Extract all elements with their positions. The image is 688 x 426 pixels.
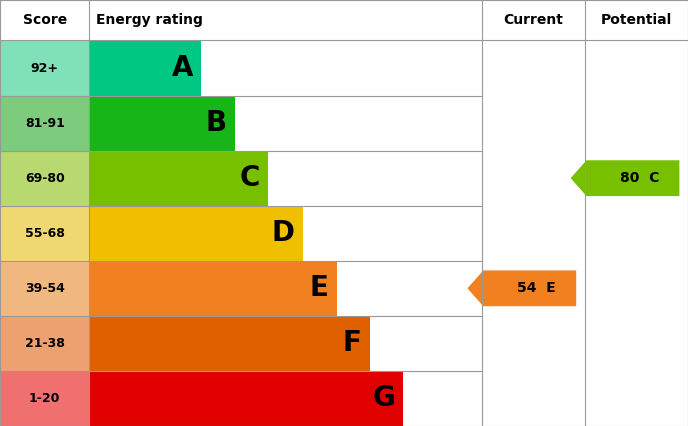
Bar — [89, 95, 235, 151]
Text: 54  E: 54 E — [517, 281, 556, 295]
Text: 21-38: 21-38 — [25, 337, 65, 350]
Text: Potential: Potential — [601, 13, 672, 27]
Text: 55-68: 55-68 — [25, 227, 65, 240]
Bar — [0, 40, 89, 95]
Text: Energy rating: Energy rating — [96, 13, 203, 27]
Text: D: D — [272, 219, 295, 247]
Bar — [89, 40, 201, 95]
Bar — [0, 95, 89, 151]
Text: 69-80: 69-80 — [25, 172, 65, 184]
Bar — [0, 151, 89, 206]
Polygon shape — [570, 160, 679, 196]
Text: G: G — [372, 384, 395, 412]
Bar — [89, 371, 403, 426]
Text: E: E — [310, 274, 328, 302]
Bar — [89, 151, 268, 206]
Polygon shape — [467, 271, 576, 306]
Bar — [89, 206, 303, 261]
Text: 80  C: 80 C — [621, 171, 660, 185]
Text: 81-91: 81-91 — [25, 117, 65, 130]
Bar — [0, 316, 89, 371]
Bar — [0, 261, 89, 316]
Text: 1-20: 1-20 — [29, 392, 61, 405]
Text: 92+: 92+ — [31, 61, 58, 75]
Bar — [89, 261, 336, 316]
Text: C: C — [239, 164, 259, 192]
Bar — [0, 371, 89, 426]
Text: F: F — [343, 329, 362, 357]
Text: Current: Current — [503, 13, 563, 27]
Bar — [0, 206, 89, 261]
Text: A: A — [171, 54, 193, 82]
Text: 39-54: 39-54 — [25, 282, 65, 295]
Text: B: B — [205, 109, 226, 137]
Text: Score: Score — [23, 13, 67, 27]
Bar — [89, 316, 370, 371]
